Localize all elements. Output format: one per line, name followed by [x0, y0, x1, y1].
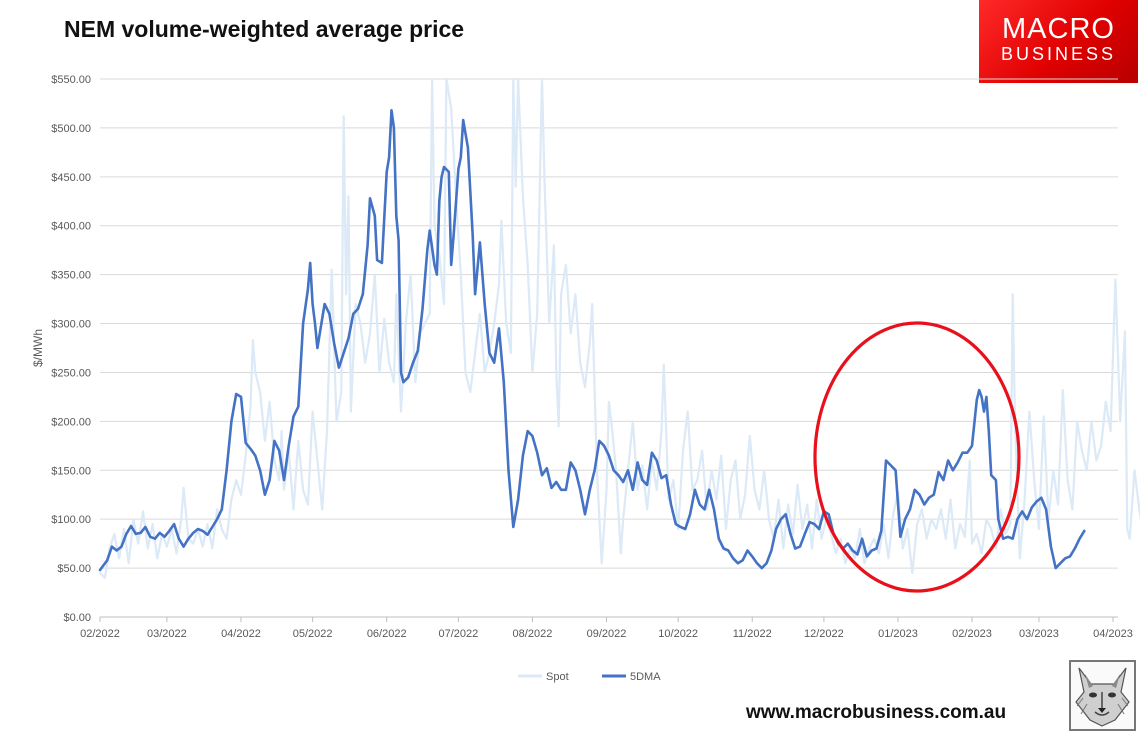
y-tick-label: $350.00: [51, 270, 91, 282]
x-tick-label: 02/2022: [80, 628, 120, 640]
y-tick-label: $200.00: [51, 416, 91, 428]
logo-line2: BUSINESS: [1000, 44, 1117, 64]
y-tick-label: $50.00: [57, 563, 91, 575]
x-tick-label: 11/2022: [733, 628, 772, 640]
x-tick-label: 04/2022: [221, 628, 261, 640]
y-tick-label: $400.00: [51, 221, 91, 233]
website-url[interactable]: www.macrobusiness.com.au: [746, 702, 1007, 723]
y-axis-label: $/MWh: [31, 329, 45, 367]
x-tick-label: 03/2023: [1019, 628, 1059, 640]
macrobusiness-logo[interactable]: MACRO BUSINESS: [979, 0, 1138, 83]
logo-line1: MACRO: [1002, 13, 1115, 45]
y-tick-label: $100.00: [51, 514, 91, 526]
x-tick-label: 07/2022: [438, 628, 478, 640]
y-tick-label: $250.00: [51, 367, 91, 379]
highlight-ellipse: [813, 321, 1021, 593]
y-tick-label: $0.00: [63, 612, 91, 624]
wolf-icon: [1075, 667, 1130, 727]
x-tick-label: 08/2022: [513, 628, 553, 640]
chart-title: NEM volume-weighted average price: [64, 16, 465, 42]
y-tick-label: $450.00: [51, 172, 91, 184]
x-tick-label: 10/2022: [658, 628, 698, 640]
y-axis: $0.00 $50.00 $100.00 $150.00 $200.00 $250.00 $…: [51, 74, 91, 624]
x-axis: 02/2022 03/2022 04/2022 05/2022 06/2022 07/20…: [80, 617, 1133, 640]
x-tick-label: 12/2022: [804, 628, 844, 640]
wolf-mascot-image: [1069, 660, 1136, 731]
series-group: [98, 77, 1140, 579]
legend-label: 5DMA: [630, 671, 661, 683]
series-line-spot: [98, 77, 1140, 579]
x-tick-label: 06/2022: [367, 628, 407, 640]
x-tick-label: 01/2023: [878, 628, 918, 640]
legend: Spot 5DMA: [518, 671, 661, 683]
y-tick-label: $500.00: [51, 123, 91, 135]
y-tick-label: $300.00: [51, 319, 91, 331]
x-tick-label: 02/2023: [952, 628, 992, 640]
x-tick-label: 03/2022: [147, 628, 187, 640]
x-tick-label: 04/2023: [1093, 628, 1133, 640]
series-line-5dma: [98, 109, 1086, 572]
y-tick-label: $550.00: [51, 74, 91, 86]
legend-label: Spot: [546, 671, 569, 683]
x-tick-label: 05/2022: [293, 628, 333, 640]
x-tick-label: 09/2022: [587, 628, 627, 640]
y-tick-label: $150.00: [51, 465, 91, 477]
